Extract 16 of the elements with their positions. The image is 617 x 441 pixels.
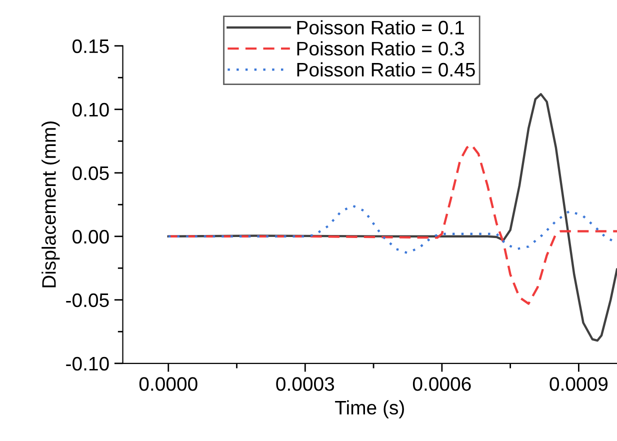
line-series [167,93,617,342]
x-tick-label: 0.0000 [139,377,198,391]
x-tick-label: 0.0003 [276,377,334,391]
y-tick-label: 0.10 [72,102,109,117]
y-tick-label: 0.15 [72,39,109,54]
x-tick-label: 0.0009 [550,377,608,391]
legend-label: Poisson Ratio = 0.1 [297,20,464,35]
x-tick-label: 0.0006 [412,377,471,391]
y-tick-label: 0.05 [72,166,109,180]
y-tick-label: -0.10 [66,356,109,371]
x-axis-title: Time (s) [335,400,404,418]
legend-label: Poisson Ratio = 0.3 [297,41,464,56]
y-axis-title: Displacement (mm) [42,122,60,288]
y-tick-label: 0.00 [72,230,109,244]
legend-label: Poisson Ratio = 0.45 [297,62,475,77]
y-tick-label: -0.05 [66,293,109,308]
